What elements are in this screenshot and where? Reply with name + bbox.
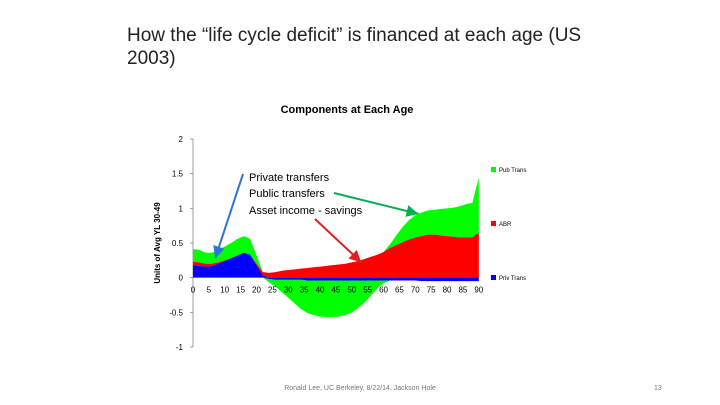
x-tick-label: 25 — [268, 286, 277, 295]
x-tick-label: 0 — [191, 286, 196, 295]
annotation-text: Public transfers — [249, 188, 325, 200]
series-area-abr — [193, 233, 479, 278]
y-axis-label: Units of Avg YL 30-49 — [153, 202, 162, 284]
annotation-text: Private transfers — [249, 172, 330, 184]
x-tick-label: 65 — [395, 286, 404, 295]
y-tick-label: 0 — [179, 274, 184, 283]
legend-swatch — [491, 167, 496, 172]
y-tick-label: -1 — [176, 343, 184, 352]
x-tick-label: 90 — [474, 286, 483, 295]
x-tick-label: 5 — [207, 286, 212, 295]
public-transfers-arrow — [333, 192, 419, 217]
legend-label: Priv Trans — [499, 276, 526, 282]
x-tick-label: 20 — [252, 286, 261, 295]
legend-label: Pub Trans — [499, 168, 526, 174]
x-tick-label: 80 — [443, 286, 452, 295]
y-tick-label: 2 — [179, 135, 184, 144]
x-tick-label: 70 — [411, 286, 420, 295]
x-tick-label: 30 — [284, 286, 293, 295]
x-tick-label: 75 — [427, 286, 436, 295]
series-area-pub-trans — [193, 177, 479, 273]
x-tick-label: 55 — [363, 286, 372, 295]
chart-title: Components at Each Age — [281, 104, 414, 116]
page-number: 13 — [654, 385, 662, 392]
x-tick-label: 60 — [379, 286, 388, 295]
legend-swatch — [491, 275, 496, 280]
slide-footer: Ronald Lee, UC Berkeley, 8/22/14, Jackso… — [284, 385, 436, 392]
x-tick-label: 50 — [347, 286, 356, 295]
y-tick-label: 1.5 — [172, 170, 184, 179]
private-transfers-arrow — [213, 173, 244, 259]
x-tick-label: 40 — [316, 286, 325, 295]
annotation-text: Asset income - savings — [249, 205, 363, 217]
slide-title: How the “life cycle deficit” is financed… — [127, 25, 582, 69]
x-tick-label: 85 — [458, 286, 467, 295]
x-tick-label: 10 — [220, 286, 229, 295]
y-tick-label: 1 — [179, 204, 184, 213]
asset-income-arrow — [314, 218, 363, 264]
series-area-priv-trans-negative — [193, 277, 479, 282]
legend-swatch — [491, 221, 496, 226]
series-area-pub-trans-negative — [193, 277, 479, 318]
x-tick-label: 45 — [331, 286, 340, 295]
y-tick-label: 0.5 — [172, 239, 184, 248]
y-tick-label: -0.5 — [169, 308, 183, 317]
series-area-priv-trans — [193, 252, 479, 278]
x-tick-label: 15 — [236, 286, 245, 295]
x-tick-label: 35 — [300, 286, 309, 295]
legend-label: ABR — [499, 222, 512, 228]
